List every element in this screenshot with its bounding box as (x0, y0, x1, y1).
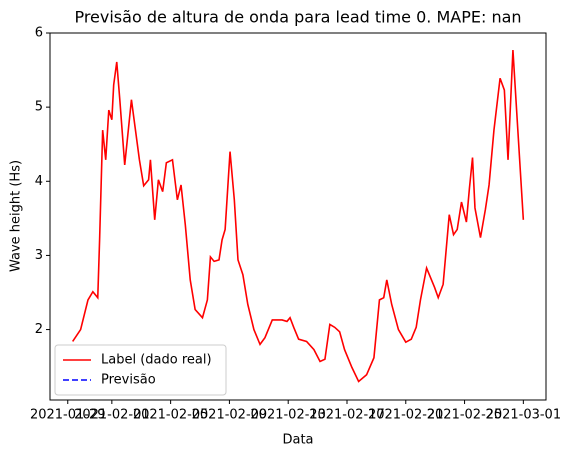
x-tick-label: 2021-03-01 (486, 408, 562, 423)
y-tick-label: 4 (35, 174, 43, 189)
series-line (71, 50, 525, 383)
x-tick-label: 2021-02-09 (192, 408, 268, 423)
x-tick-label: 2021-02-05 (133, 408, 209, 423)
y-axis-label: Wave height (Hs) (9, 160, 24, 272)
chart-title: Previsão de altura de onda para lead tim… (74, 8, 521, 27)
legend-label: Label (dado real) (101, 353, 212, 368)
y-tick-label: 6 (35, 26, 43, 41)
y-tick-label: 2 (35, 322, 43, 337)
x-tick-label: 2021-02-17 (309, 408, 385, 423)
axes-frame (49, 32, 547, 401)
x-axis-label: Data (282, 433, 313, 448)
x-tick-label: 2021-02-01 (74, 408, 150, 423)
x-tick-label: 2021-02-13 (250, 408, 326, 423)
x-tick-label: 2021-02-25 (427, 408, 503, 423)
x-tick-label: 2021-02-21 (368, 408, 444, 423)
legend-box (54, 344, 227, 396)
x-tick-label: 2021-01-29 (30, 408, 106, 423)
legend-label: Previsão (101, 373, 156, 388)
y-tick-label: 5 (35, 100, 43, 115)
y-tick-label: 3 (35, 248, 43, 263)
